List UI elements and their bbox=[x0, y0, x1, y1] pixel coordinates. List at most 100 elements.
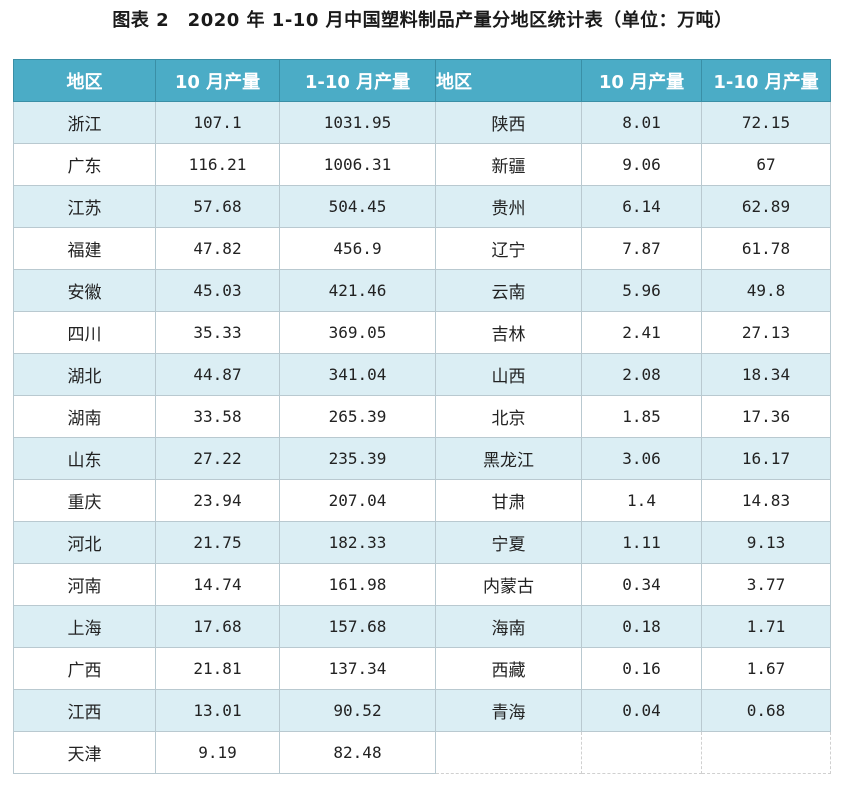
right-oct-output-cell: 1.85 bbox=[581, 395, 702, 438]
left-ytd-output-cell: 207.04 bbox=[279, 479, 436, 522]
right-oct-output-cell: 0.04 bbox=[581, 689, 702, 732]
right-oct-output-cell: 0.16 bbox=[581, 647, 702, 690]
left-region-cell: 江西 bbox=[13, 689, 156, 732]
right-oct-output-cell: 9.06 bbox=[581, 143, 702, 186]
left-region-cell: 湖北 bbox=[13, 353, 156, 396]
right-oct-output-cell: 2.08 bbox=[581, 353, 702, 396]
left-region-cell: 山东 bbox=[13, 437, 156, 480]
right-region-cell: 云南 bbox=[435, 269, 582, 312]
left-ytd-output-cell: 182.33 bbox=[279, 521, 436, 564]
left-ytd-output-cell: 137.34 bbox=[279, 647, 436, 690]
right-region-cell: 海南 bbox=[435, 605, 582, 648]
left-region-cell: 天津 bbox=[13, 731, 156, 774]
left-ytd-output-cell: 82.48 bbox=[279, 731, 436, 774]
left-ytd-output-cell: 421.46 bbox=[279, 269, 436, 312]
right-oct-output-cell: 2.41 bbox=[581, 311, 702, 354]
right-ytd-output-cell: 1.71 bbox=[701, 605, 831, 648]
right-ytd-output-cell: 27.13 bbox=[701, 311, 831, 354]
left-oct-output-cell: 35.33 bbox=[155, 311, 280, 354]
right-ytd-output-cell: 18.34 bbox=[701, 353, 831, 396]
right-oct-output-cell: 6.14 bbox=[581, 185, 702, 228]
left-ytd-output-cell: 90.52 bbox=[279, 689, 436, 732]
right-oct-output-cell: 1.11 bbox=[581, 521, 702, 564]
right-region-cell: 黑龙江 bbox=[435, 437, 582, 480]
table-row: 上海 17.68 157.68 海南 0.18 1.71 bbox=[13, 605, 831, 648]
right-region-cell: 西藏 bbox=[435, 647, 582, 690]
left-ytd-output-cell: 341.04 bbox=[279, 353, 436, 396]
right-region-cell: 青海 bbox=[435, 689, 582, 732]
left-ytd-output-cell: 265.39 bbox=[279, 395, 436, 438]
right-region-cell: 北京 bbox=[435, 395, 582, 438]
right-region-cell: 宁夏 bbox=[435, 521, 582, 564]
right-oct-output-cell: 5.96 bbox=[581, 269, 702, 312]
right-ytd-output-cell: 67 bbox=[701, 143, 831, 186]
table-row: 河北 21.75 182.33 宁夏 1.11 9.13 bbox=[13, 521, 831, 564]
right-oct-output-cell: 3.06 bbox=[581, 437, 702, 480]
table-row: 河南 14.74 161.98 内蒙古 0.34 3.77 bbox=[13, 563, 831, 606]
table-row: 江苏 57.68 504.45 贵州 6.14 62.89 bbox=[13, 185, 831, 228]
header-region-left: 地区 bbox=[13, 59, 156, 102]
right-oct-output-cell: 8.01 bbox=[581, 101, 702, 144]
right-ytd-output-cell: 0.68 bbox=[701, 689, 831, 732]
right-ytd-output-cell: 17.36 bbox=[701, 395, 831, 438]
left-region-cell: 河北 bbox=[13, 521, 156, 564]
header-row: 地区 10 月产量 1-10 月产量 地区 10 月产量 1-10 月产量 bbox=[13, 59, 831, 102]
table-row: 福建 47.82 456.9 辽宁 7.87 61.78 bbox=[13, 227, 831, 270]
left-ytd-output-cell: 1006.31 bbox=[279, 143, 436, 186]
left-ytd-output-cell: 456.9 bbox=[279, 227, 436, 270]
left-ytd-output-cell: 161.98 bbox=[279, 563, 436, 606]
right-region-cell: 内蒙古 bbox=[435, 563, 582, 606]
left-region-cell: 浙江 bbox=[13, 101, 156, 144]
left-oct-output-cell: 14.74 bbox=[155, 563, 280, 606]
right-ytd-output-cell: 14.83 bbox=[701, 479, 831, 522]
left-oct-output-cell: 13.01 bbox=[155, 689, 280, 732]
right-ytd-output-cell: 61.78 bbox=[701, 227, 831, 270]
empty-cell bbox=[581, 731, 702, 774]
table-row: 湖北 44.87 341.04 山西 2.08 18.34 bbox=[13, 353, 831, 396]
table-row: 湖南 33.58 265.39 北京 1.85 17.36 bbox=[13, 395, 831, 438]
right-oct-output-cell: 1.4 bbox=[581, 479, 702, 522]
left-oct-output-cell: 116.21 bbox=[155, 143, 280, 186]
left-ytd-output-cell: 504.45 bbox=[279, 185, 436, 228]
left-oct-output-cell: 33.58 bbox=[155, 395, 280, 438]
table-row: 重庆 23.94 207.04 甘肃 1.4 14.83 bbox=[13, 479, 831, 522]
left-ytd-output-cell: 157.68 bbox=[279, 605, 436, 648]
table-row: 天津 9.19 82.48 bbox=[13, 731, 831, 774]
right-ytd-output-cell: 49.8 bbox=[701, 269, 831, 312]
left-region-cell: 江苏 bbox=[13, 185, 156, 228]
left-region-cell: 上海 bbox=[13, 605, 156, 648]
left-oct-output-cell: 21.81 bbox=[155, 647, 280, 690]
right-oct-output-cell: 0.18 bbox=[581, 605, 702, 648]
table-title: 图表 2 2020 年 1-10 月中国塑料制品产量分地区统计表（单位：万吨） bbox=[112, 10, 733, 31]
left-region-cell: 湖南 bbox=[13, 395, 156, 438]
left-region-cell: 广东 bbox=[13, 143, 156, 186]
left-ytd-output-cell: 1031.95 bbox=[279, 101, 436, 144]
table-row: 广东 116.21 1006.31 新疆 9.06 67 bbox=[13, 143, 831, 186]
header-oct-right: 10 月产量 bbox=[581, 59, 702, 102]
table-row: 广西 21.81 137.34 西藏 0.16 1.67 bbox=[13, 647, 831, 690]
left-oct-output-cell: 57.68 bbox=[155, 185, 280, 228]
empty-cell bbox=[435, 731, 582, 774]
right-oct-output-cell: 7.87 bbox=[581, 227, 702, 270]
right-oct-output-cell: 0.34 bbox=[581, 563, 702, 606]
left-oct-output-cell: 47.82 bbox=[155, 227, 280, 270]
table-row: 四川 35.33 369.05 吉林 2.41 27.13 bbox=[13, 311, 831, 354]
empty-cell bbox=[701, 731, 831, 774]
header-oct-left: 10 月产量 bbox=[155, 59, 280, 102]
left-oct-output-cell: 44.87 bbox=[155, 353, 280, 396]
table-row: 山东 27.22 235.39 黑龙江 3.06 16.17 bbox=[13, 437, 831, 480]
right-ytd-output-cell: 3.77 bbox=[701, 563, 831, 606]
left-region-cell: 四川 bbox=[13, 311, 156, 354]
left-oct-output-cell: 21.75 bbox=[155, 521, 280, 564]
left-oct-output-cell: 23.94 bbox=[155, 479, 280, 522]
right-ytd-output-cell: 9.13 bbox=[701, 521, 831, 564]
right-ytd-output-cell: 16.17 bbox=[701, 437, 831, 480]
left-region-cell: 广西 bbox=[13, 647, 156, 690]
left-oct-output-cell: 17.68 bbox=[155, 605, 280, 648]
right-ytd-output-cell: 1.67 bbox=[701, 647, 831, 690]
left-oct-output-cell: 107.1 bbox=[155, 101, 280, 144]
left-oct-output-cell: 9.19 bbox=[155, 731, 280, 774]
header-region-right: 地区 bbox=[435, 59, 582, 102]
right-ytd-output-cell: 72.15 bbox=[701, 101, 831, 144]
left-region-cell: 重庆 bbox=[13, 479, 156, 522]
